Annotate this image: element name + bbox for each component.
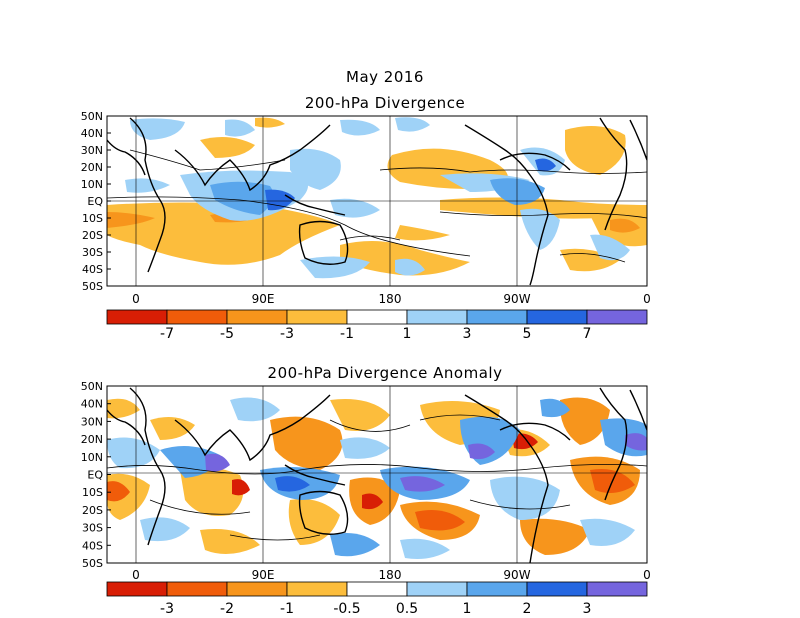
lat-label: 20S	[82, 229, 103, 242]
axis-labels: 50N 40N 30N 20N 10N EQ 10S 20S 30S 40S 50S 0 90E 180 9…	[81, 110, 651, 582]
lon-label: 0	[132, 568, 140, 582]
colorbar-swatch	[406, 581, 468, 597]
lat-label: 50N	[81, 110, 103, 123]
lon-label: 180	[379, 568, 402, 582]
colorbar-label: 1	[403, 326, 412, 342]
colorbar-swatch	[226, 309, 288, 325]
colorbar-label: 7	[583, 326, 592, 342]
colorbar-label: -3	[160, 601, 174, 617]
divergence-map	[107, 116, 647, 286]
colorbar-label: 5	[523, 326, 532, 342]
lat-label: EQ	[87, 469, 103, 482]
colorbar-swatch	[526, 309, 588, 325]
lon-label: 90E	[252, 292, 275, 306]
colorbar-label: 1	[463, 601, 472, 617]
lat-label: 40S	[82, 263, 103, 276]
lat-label: 50S	[82, 557, 103, 570]
colorbar-swatch	[346, 581, 408, 597]
colorbar-swatch	[466, 309, 528, 325]
colorbar-swatch	[166, 581, 228, 597]
lat-label: 20S	[82, 504, 103, 517]
lat-label: 40S	[82, 539, 103, 552]
colorbar-label: -7	[160, 326, 174, 342]
colorbar-swatch	[346, 309, 408, 325]
lon-label: 180	[379, 292, 402, 306]
lat-label: 10S	[82, 486, 103, 499]
lat-label: 30N	[81, 415, 103, 428]
colorbar-swatch	[106, 309, 168, 325]
colorbar-swatch	[406, 309, 468, 325]
colorbar-swatch	[466, 581, 528, 597]
panel1-title: 200-hPa Divergence	[304, 94, 466, 112]
lat-label: 40N	[81, 127, 103, 140]
lat-label: 50N	[81, 380, 103, 393]
lat-label: 10S	[82, 212, 103, 225]
colorbar-label: 3	[583, 601, 592, 617]
lon-label: 90E	[252, 568, 275, 582]
lon-label: 90W	[503, 292, 530, 306]
lat-label: 20N	[81, 161, 103, 174]
colorbar-label: -1	[280, 601, 294, 617]
colorbar-swatch	[526, 581, 588, 597]
lat-label: 30N	[81, 144, 103, 157]
colorbar-swatch	[586, 581, 648, 597]
colorbar-label: -3	[280, 326, 294, 342]
colorbar-anomaly: -3 -2 -1 -0.5 0.5 1 2 3	[106, 581, 648, 617]
lat-label: 50S	[82, 280, 103, 293]
lon-label: 0	[643, 568, 651, 582]
colorbar-label: 3	[463, 326, 472, 342]
lat-label: 30S	[82, 246, 103, 259]
colorbar-swatch	[286, 581, 348, 597]
lat-label: EQ	[87, 195, 103, 208]
panel2-title: 200-hPa Divergence Anomaly	[267, 364, 503, 382]
colorbar-swatch	[286, 309, 348, 325]
colorbar-label: 2	[523, 601, 532, 617]
lon-label: 0	[643, 292, 651, 306]
divergence-anomaly-map	[107, 386, 647, 563]
colorbar-label: -1	[340, 326, 354, 342]
colorbar-label: 0.5	[396, 601, 418, 617]
colorbar-swatch	[586, 309, 648, 325]
colorbar-label: -2	[220, 601, 234, 617]
lat-label: 30S	[82, 522, 103, 535]
lat-label: 20N	[81, 433, 103, 446]
colorbar-label: -5	[220, 326, 234, 342]
lon-label: 0	[132, 292, 140, 306]
lat-label: 10N	[81, 178, 103, 191]
figure-title: May 2016	[346, 68, 424, 86]
lat-label: 10N	[81, 451, 103, 464]
colorbar-swatch	[166, 309, 228, 325]
colorbar-label: -0.5	[333, 601, 360, 617]
colorbar-swatch	[226, 581, 288, 597]
lat-label: 40N	[81, 398, 103, 411]
lon-label: 90W	[503, 568, 530, 582]
colorbar-divergence: -7 -5 -3 -1 1 3 5 7	[106, 309, 648, 342]
colorbar-swatch	[106, 581, 168, 597]
